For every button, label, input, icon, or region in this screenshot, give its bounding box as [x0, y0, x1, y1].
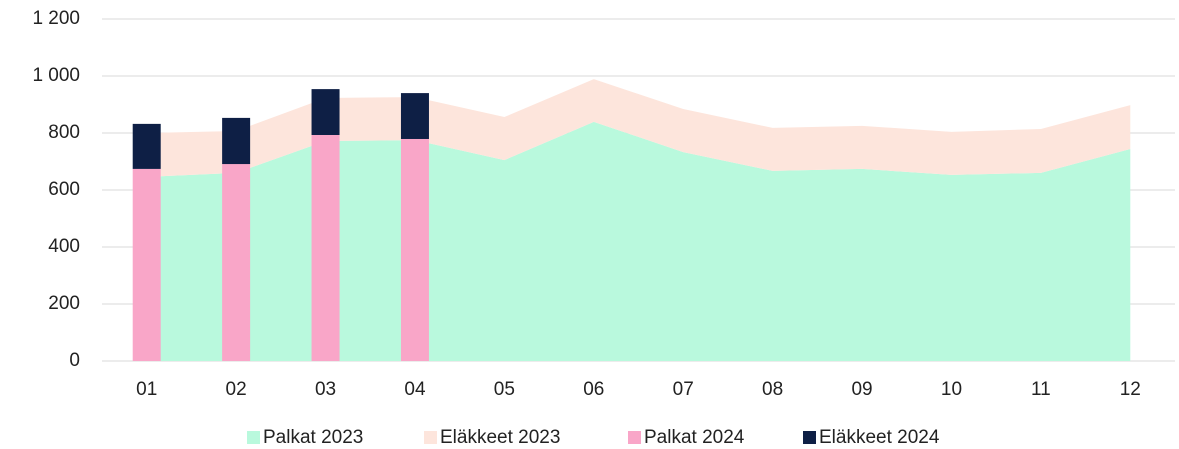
bars [132, 89, 429, 361]
y-tick-label: 1 200 [32, 8, 80, 29]
area [146, 121, 1131, 361]
legend-label: Eläkkeet 2024 [819, 427, 940, 448]
x-tick-label: 09 [851, 379, 872, 400]
x-tick-label: 10 [941, 379, 962, 400]
legend-label: Palkat 2024 [644, 427, 745, 448]
x-tick-label: 11 [1031, 379, 1051, 400]
x-tick-label: 06 [583, 379, 604, 400]
area [146, 79, 1131, 177]
y-tick-label: 800 [48, 122, 80, 143]
bar [400, 138, 429, 361]
x-tick-label: 02 [226, 379, 247, 400]
x-tick-label: 08 [762, 379, 783, 400]
bar [400, 93, 429, 139]
legend-label: Palkat 2023 [263, 427, 363, 448]
bar [311, 89, 340, 135]
bar [222, 164, 251, 361]
legend-swatch [424, 431, 437, 444]
y-tick-label: 600 [48, 179, 80, 200]
legend-label: Eläkkeet 2023 [440, 427, 560, 448]
y-tick-label: 400 [48, 236, 80, 257]
areas [146, 79, 1131, 361]
bar [222, 117, 251, 165]
x-tick-label: 12 [1120, 379, 1141, 400]
legend-swatch [628, 431, 641, 444]
bar [132, 168, 161, 361]
x-tick-label: 05 [494, 379, 515, 400]
bar [311, 134, 340, 361]
x-tick-label: 07 [673, 379, 694, 400]
bar [132, 123, 161, 169]
legend-swatch [247, 431, 260, 444]
x-tick-label: 04 [404, 379, 426, 400]
x-tick-label: 01 [136, 379, 157, 400]
y-tick-label: 0 [69, 350, 80, 371]
legend-swatch [803, 431, 816, 444]
y-tick-label: 200 [48, 293, 80, 314]
y-tick-label: 1 000 [32, 65, 80, 86]
x-tick-label: 03 [315, 379, 336, 400]
